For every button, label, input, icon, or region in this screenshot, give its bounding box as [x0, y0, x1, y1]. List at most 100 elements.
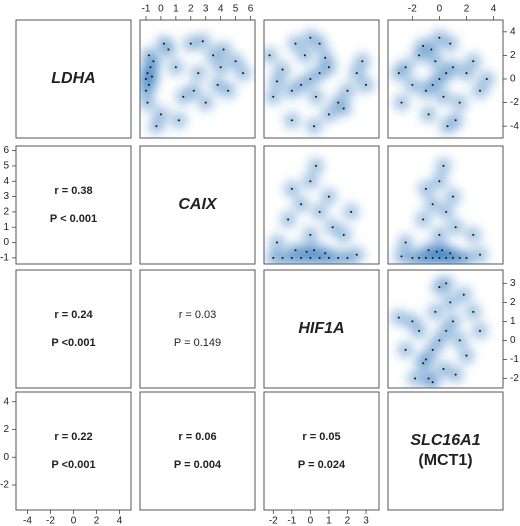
point — [350, 210, 353, 213]
point — [479, 89, 481, 92]
point — [309, 36, 312, 39]
point — [146, 72, 149, 75]
correlation-r: r = 0.22 — [54, 431, 92, 443]
point — [355, 253, 358, 256]
point — [458, 256, 461, 259]
point — [342, 107, 345, 110]
point — [281, 256, 284, 259]
point — [149, 66, 152, 69]
point — [465, 72, 468, 75]
point — [318, 72, 321, 75]
point — [441, 249, 444, 252]
x-tick-label: 0 — [437, 4, 443, 15]
x-tick-label: 0 — [158, 4, 164, 15]
point — [144, 78, 147, 80]
point — [427, 249, 430, 252]
point — [268, 54, 271, 57]
point — [411, 83, 414, 86]
y-tick-label: 6 — [3, 145, 9, 156]
point — [451, 256, 454, 259]
point — [290, 89, 293, 92]
point — [346, 256, 349, 259]
point — [446, 125, 449, 128]
point — [485, 78, 488, 80]
correlation-p: P = 0.149 — [174, 337, 221, 349]
variable-label: (MCT1) — [418, 452, 472, 469]
y-tick-label: 4 — [510, 26, 516, 37]
point — [427, 377, 430, 380]
point — [174, 66, 177, 69]
point — [445, 210, 448, 213]
point — [472, 310, 475, 313]
point — [324, 56, 327, 59]
y-tick-label: -2 — [510, 373, 519, 384]
point — [431, 256, 434, 259]
y-tick-label: -2 — [0, 480, 9, 491]
point — [189, 42, 192, 45]
point — [442, 367, 445, 370]
point — [177, 119, 180, 122]
x-tick-label: 0 — [71, 516, 77, 526]
panel-frame — [263, 269, 380, 389]
x-tick-label: 2 — [345, 516, 351, 526]
y-tick-label: 2 — [3, 207, 9, 218]
point — [281, 68, 284, 71]
point — [442, 95, 445, 98]
point — [434, 310, 437, 313]
point — [445, 72, 448, 75]
point — [422, 362, 425, 365]
y-tick-label: 0 — [3, 452, 9, 463]
point — [435, 250, 438, 253]
point — [400, 255, 403, 258]
point — [275, 241, 278, 244]
point — [422, 44, 425, 47]
point — [313, 125, 316, 128]
correlation-p: P = 0.004 — [174, 459, 222, 471]
point — [418, 329, 421, 332]
y-tick-label: 4 — [3, 396, 9, 407]
density-blur — [390, 275, 488, 388]
point — [290, 119, 293, 122]
point — [272, 95, 275, 98]
correlation-r: r = 0.38 — [54, 185, 92, 197]
density — [140, 33, 252, 135]
point — [300, 83, 303, 86]
point — [342, 233, 345, 236]
point — [331, 226, 334, 229]
point — [438, 36, 441, 39]
correlation-p: P = 0.024 — [298, 459, 346, 471]
point — [327, 195, 330, 198]
point — [442, 164, 445, 167]
density-blur — [140, 33, 252, 135]
point — [431, 348, 434, 351]
point — [438, 233, 441, 236]
point — [216, 83, 219, 86]
point — [418, 54, 421, 57]
x-tick-label: -2 — [46, 516, 55, 526]
point — [309, 233, 312, 236]
point — [290, 256, 293, 259]
y-tick-label: 2 — [510, 50, 516, 61]
y-tick-label: 3 — [510, 278, 516, 289]
x-tick-label: 1 — [173, 4, 179, 15]
correlation-r: r = 0.03 — [179, 309, 217, 321]
point — [411, 320, 414, 323]
point — [318, 256, 321, 259]
density — [265, 157, 365, 264]
x-tick-label: 1 — [326, 516, 332, 526]
y-tick-label: 3 — [3, 191, 9, 202]
point — [227, 89, 230, 92]
point — [182, 95, 185, 98]
variable-label: CAIX — [178, 196, 218, 213]
point — [424, 89, 427, 92]
point — [337, 101, 340, 104]
point — [431, 203, 434, 206]
variable-label: HIF1A — [298, 320, 344, 337]
x-tick-label: 5 — [233, 4, 239, 15]
correlation-r: r = 0.06 — [178, 431, 216, 443]
panel-frame — [139, 269, 256, 389]
point — [404, 348, 407, 351]
density-blur — [264, 29, 375, 135]
point — [438, 256, 441, 259]
point — [201, 40, 204, 43]
